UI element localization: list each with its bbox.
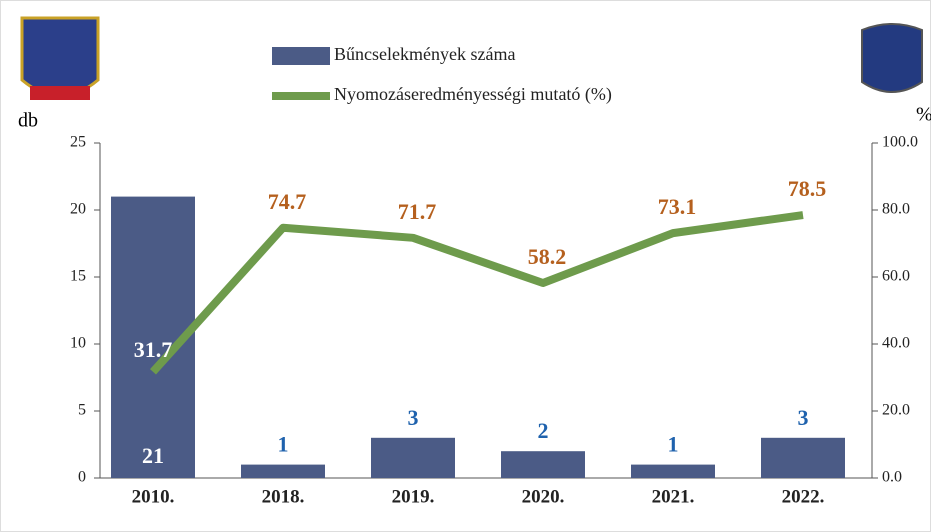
bar-value-label: 1 [278,432,289,457]
y2-tick-label: 40.0 [882,335,910,352]
bar [371,437,455,478]
x-tick-label: 2018. [262,486,305,507]
logo-left [20,16,100,100]
y2-tick-label: 60.0 [882,268,910,285]
x-tick-label: 2020. [522,486,565,507]
line-value-label: 58.2 [528,244,567,269]
x-tick-label: 2021. [652,486,695,507]
y-tick-label: 20 [70,201,86,218]
legend-label: Bűncselekmények száma [334,44,515,64]
y-tick-label: 25 [70,134,86,151]
y-tick-label: 15 [70,268,86,285]
y-axis-label: db [18,110,38,132]
bar-value-label: 21 [142,443,164,468]
line-value-label: 71.7 [398,199,437,224]
y2-tick-label: 0.0 [882,469,902,486]
line-value-label: 73.1 [658,194,697,219]
legend-swatch [272,47,330,65]
line-value-label: 31.7 [134,337,173,362]
line-value-label: 74.7 [268,189,307,214]
bar [241,464,325,478]
line [150,211,804,375]
y-tick-label: 5 [78,402,86,419]
bar [631,464,715,478]
bar-value-label: 3 [798,405,809,430]
logo-right [861,23,923,93]
x-tick-label: 2019. [392,486,435,507]
bar-value-label: 3 [408,405,419,430]
legend-label: Nyomozáseredményességi mutató (%) [334,84,612,105]
y2-tick-label: 20.0 [882,402,910,419]
y2-tick-label: 100.0 [882,134,918,151]
bar-value-label: 1 [668,432,679,457]
y2-axis-label: % [916,104,931,126]
bar [761,437,845,478]
x-tick-label: 2010. [132,486,175,507]
bar-value-label: 2 [538,418,549,443]
x-tick-label: 2022. [782,486,825,507]
bar [501,451,585,478]
y-tick-label: 10 [70,335,86,352]
y-tick-label: 0 [78,469,86,486]
y2-tick-label: 80.0 [882,201,910,218]
line-value-label: 78.5 [788,176,827,201]
